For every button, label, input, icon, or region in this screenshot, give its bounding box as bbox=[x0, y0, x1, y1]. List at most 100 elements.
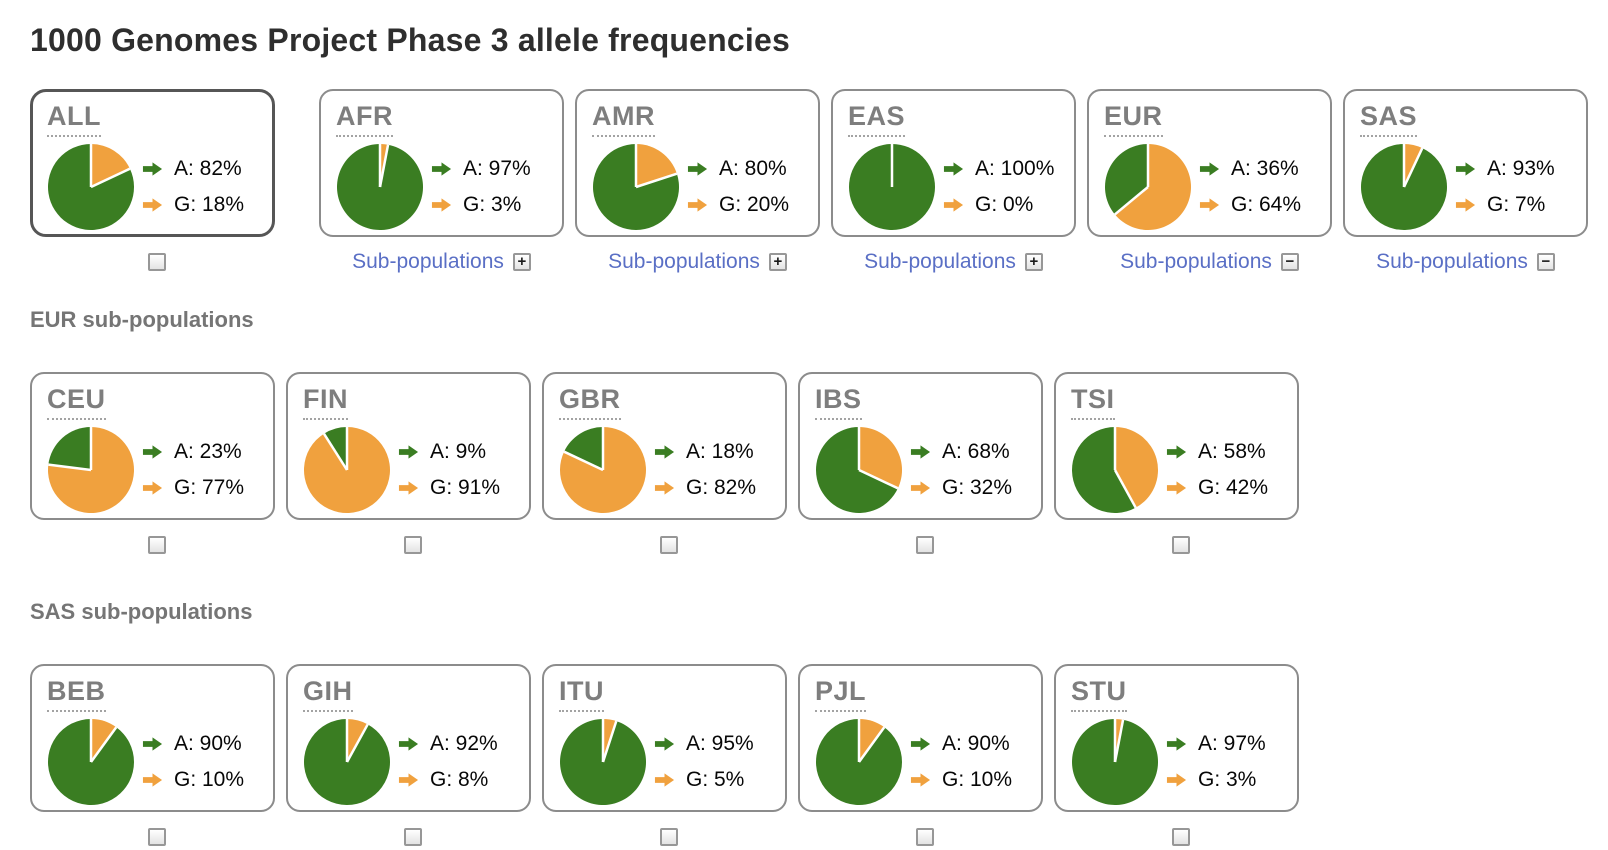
allele-g-value: G: 7% bbox=[1487, 192, 1546, 216]
allele-g-value: G: 82% bbox=[686, 475, 757, 499]
allele-legend: A: 9% G: 91% bbox=[398, 434, 500, 506]
legend-row-allele-g: G: 10% bbox=[142, 762, 244, 798]
legend-row-allele-g: G: 3% bbox=[431, 187, 531, 223]
sub-populations-link[interactable]: Sub-populations bbox=[352, 249, 504, 273]
legend-row-allele-g: G: 5% bbox=[654, 762, 754, 798]
expand-icon[interactable] bbox=[1172, 828, 1190, 847]
card-body: A: 36% G: 64% bbox=[1104, 143, 1316, 231]
allele-a-value: A: 95% bbox=[686, 732, 754, 756]
allele-g-arrow-icon bbox=[398, 481, 419, 495]
sub-populations-link[interactable]: Sub-populations bbox=[864, 249, 1016, 273]
population-label[interactable]: IBS bbox=[815, 385, 862, 420]
expand-icon[interactable] bbox=[660, 535, 678, 554]
population-label[interactable]: PJL bbox=[815, 678, 867, 713]
sub-populations-row bbox=[1163, 824, 1190, 850]
sub-populations-link[interactable]: Sub-populations bbox=[608, 249, 760, 273]
population-label[interactable]: FIN bbox=[303, 385, 348, 420]
card-body: A: 92% G: 8% bbox=[303, 718, 515, 806]
population-card-column: AFR A: 97% G: 3% Sub-populations + bbox=[319, 88, 564, 275]
population-label[interactable]: CEU bbox=[47, 385, 106, 420]
group-heading: EUR sub-populations bbox=[30, 306, 254, 332]
population-card-column: AMR A: 80% G: 20% Sub-populations + bbox=[575, 88, 820, 275]
expand-icon[interactable] bbox=[916, 535, 934, 554]
population-label[interactable]: ITU bbox=[559, 678, 604, 713]
sub-populations-row bbox=[907, 532, 934, 558]
expand-icon[interactable]: + bbox=[768, 252, 787, 271]
sub-populations-row bbox=[907, 824, 934, 850]
legend-row-allele-g: G: 64% bbox=[1199, 187, 1301, 223]
legend-row-allele-a: A: 97% bbox=[1166, 726, 1266, 762]
allele-legend: A: 23% G: 77% bbox=[142, 434, 244, 506]
population-card: SAS A: 93% G: 7% bbox=[1343, 88, 1588, 237]
expand-icon[interactable] bbox=[916, 828, 934, 847]
legend-row-allele-g: G: 42% bbox=[1166, 470, 1268, 506]
allele-a-arrow-icon bbox=[910, 737, 931, 751]
expand-icon[interactable] bbox=[404, 828, 422, 847]
legend-row-allele-a: A: 82% bbox=[142, 151, 244, 187]
sub-populations-row bbox=[1163, 532, 1190, 558]
allele-legend: A: 100% G: 0% bbox=[943, 151, 1054, 223]
card-body: A: 80% G: 20% bbox=[592, 143, 804, 231]
allele-a-arrow-icon bbox=[1166, 445, 1187, 459]
legend-row-allele-g: G: 18% bbox=[142, 187, 244, 223]
legend-row-allele-a: A: 92% bbox=[398, 726, 498, 762]
population-card-column: EUR A: 36% G: 64% Sub-populations − bbox=[1087, 88, 1332, 275]
population-card: GBR A: 18% G: 82% bbox=[542, 371, 787, 520]
population-card-column: ITU A: 95% G: 5% bbox=[542, 664, 787, 850]
allele-pie-chart bbox=[1105, 143, 1192, 230]
allele-a-value: A: 68% bbox=[942, 439, 1010, 463]
allele-a-arrow-icon bbox=[687, 162, 708, 176]
expand-icon[interactable] bbox=[148, 535, 166, 554]
expand-icon[interactable] bbox=[1172, 535, 1190, 554]
population-card: FIN A: 9% G: 91% bbox=[286, 371, 531, 520]
expand-icon[interactable] bbox=[148, 828, 166, 847]
population-label[interactable]: GIH bbox=[303, 678, 353, 713]
population-card: ALL A: 82% G: 18% bbox=[30, 88, 275, 237]
allele-g-value: G: 3% bbox=[463, 192, 522, 216]
collapse-icon[interactable]: − bbox=[1536, 252, 1555, 271]
sub-populations-link[interactable]: Sub-populations bbox=[1120, 249, 1272, 273]
expand-icon[interactable] bbox=[660, 828, 678, 847]
allele-g-value: G: 77% bbox=[174, 475, 245, 499]
allele-legend: A: 93% G: 7% bbox=[1455, 151, 1555, 223]
allele-g-value: G: 91% bbox=[430, 475, 501, 499]
sub-populations-row bbox=[395, 824, 422, 850]
population-label[interactable]: TSI bbox=[1071, 385, 1115, 420]
population-label[interactable]: GBR bbox=[559, 385, 621, 420]
expand-icon[interactable]: + bbox=[512, 252, 531, 271]
expand-icon[interactable] bbox=[148, 252, 166, 271]
population-card: STU A: 97% G: 3% bbox=[1054, 664, 1299, 813]
sub-populations-row bbox=[139, 249, 166, 275]
legend-row-allele-a: A: 18% bbox=[654, 434, 756, 470]
population-label[interactable]: EAS bbox=[848, 102, 906, 137]
allele-pie-chart bbox=[337, 143, 424, 230]
allele-g-value: G: 10% bbox=[942, 768, 1013, 792]
legend-row-allele-a: A: 95% bbox=[654, 726, 754, 762]
allele-g-value: G: 10% bbox=[174, 768, 245, 792]
page-title: 1000 Genomes Project Phase 3 allele freq… bbox=[30, 22, 791, 58]
expand-icon[interactable]: + bbox=[1024, 252, 1043, 271]
sub-populations-row: Sub-populations − bbox=[1376, 249, 1555, 275]
population-label[interactable]: STU bbox=[1071, 678, 1127, 713]
population-label[interactable]: ALL bbox=[47, 102, 101, 137]
allele-g-value: G: 32% bbox=[942, 475, 1013, 499]
sub-populations-row bbox=[139, 532, 166, 558]
allele-a-arrow-icon bbox=[910, 445, 931, 459]
allele-a-value: A: 90% bbox=[942, 732, 1010, 756]
population-label[interactable]: SAS bbox=[1360, 102, 1418, 137]
allele-legend: A: 92% G: 8% bbox=[398, 726, 498, 798]
allele-g-arrow-icon bbox=[431, 198, 452, 212]
population-label[interactable]: AMR bbox=[592, 102, 655, 137]
allele-a-arrow-icon bbox=[431, 162, 452, 176]
allele-g-arrow-icon bbox=[398, 773, 419, 787]
collapse-icon[interactable]: − bbox=[1280, 252, 1299, 271]
allele-legend: A: 90% G: 10% bbox=[910, 726, 1012, 798]
population-label[interactable]: AFR bbox=[336, 102, 393, 137]
card-body: A: 68% G: 32% bbox=[815, 426, 1027, 514]
allele-g-value: G: 42% bbox=[1198, 475, 1269, 499]
allele-legend: A: 80% G: 20% bbox=[687, 151, 789, 223]
population-label[interactable]: EUR bbox=[1104, 102, 1163, 137]
population-label[interactable]: BEB bbox=[47, 678, 106, 713]
sub-populations-link[interactable]: Sub-populations bbox=[1376, 249, 1528, 273]
expand-icon[interactable] bbox=[404, 535, 422, 554]
